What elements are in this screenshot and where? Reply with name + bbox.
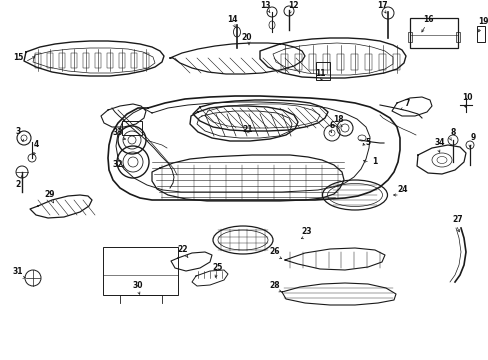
Bar (131, 53, 137, 68)
Text: 4: 4 (33, 140, 39, 149)
Text: 7: 7 (404, 99, 409, 108)
Text: 9: 9 (469, 134, 475, 143)
Bar (281, 54, 287, 70)
Text: 27: 27 (452, 216, 462, 225)
Bar (364, 54, 371, 70)
Text: 10: 10 (461, 94, 471, 103)
Text: 28: 28 (269, 280, 280, 289)
Bar (308, 54, 315, 70)
Bar (409, 18, 457, 48)
Bar (476, 26, 484, 42)
Bar (83, 53, 89, 68)
Text: 16: 16 (422, 15, 432, 24)
Text: 12: 12 (287, 0, 298, 9)
Text: 20: 20 (241, 32, 252, 41)
Bar (315, 62, 329, 80)
Text: 14: 14 (226, 15, 237, 24)
Text: 22: 22 (177, 246, 188, 255)
Bar (142, 53, 149, 68)
Bar (336, 54, 343, 70)
Text: 30: 30 (132, 280, 143, 289)
Bar (103, 247, 178, 295)
Bar (323, 54, 329, 70)
Text: 25: 25 (212, 264, 223, 273)
Bar (392, 54, 399, 70)
Bar (71, 53, 77, 68)
Bar (455, 32, 459, 42)
Text: 13: 13 (259, 0, 270, 9)
Bar (35, 53, 41, 68)
Bar (294, 54, 302, 70)
Text: 24: 24 (397, 185, 407, 194)
Text: 33: 33 (113, 129, 123, 138)
Text: 18: 18 (332, 116, 343, 125)
Text: 32: 32 (113, 161, 123, 170)
Bar (122, 121, 142, 135)
Text: 23: 23 (301, 228, 312, 237)
Text: 5: 5 (365, 139, 370, 148)
Text: 6: 6 (329, 121, 334, 130)
Text: 31: 31 (13, 267, 23, 276)
Bar (407, 32, 411, 42)
Text: 29: 29 (45, 190, 55, 199)
Text: 17: 17 (376, 0, 386, 9)
Bar (107, 53, 113, 68)
Bar (378, 54, 385, 70)
Text: 26: 26 (269, 248, 280, 256)
Bar (119, 53, 125, 68)
Text: 2: 2 (15, 180, 20, 189)
Text: 19: 19 (477, 18, 487, 27)
Bar (59, 53, 65, 68)
Bar (95, 53, 101, 68)
Text: 34: 34 (434, 139, 445, 148)
Text: 11: 11 (314, 69, 325, 78)
Text: 3: 3 (15, 127, 20, 136)
Text: 21: 21 (242, 126, 253, 135)
Bar (47, 53, 53, 68)
Text: 1: 1 (372, 157, 377, 166)
Bar (350, 54, 357, 70)
Text: 8: 8 (449, 129, 455, 138)
Text: 15: 15 (13, 53, 23, 62)
